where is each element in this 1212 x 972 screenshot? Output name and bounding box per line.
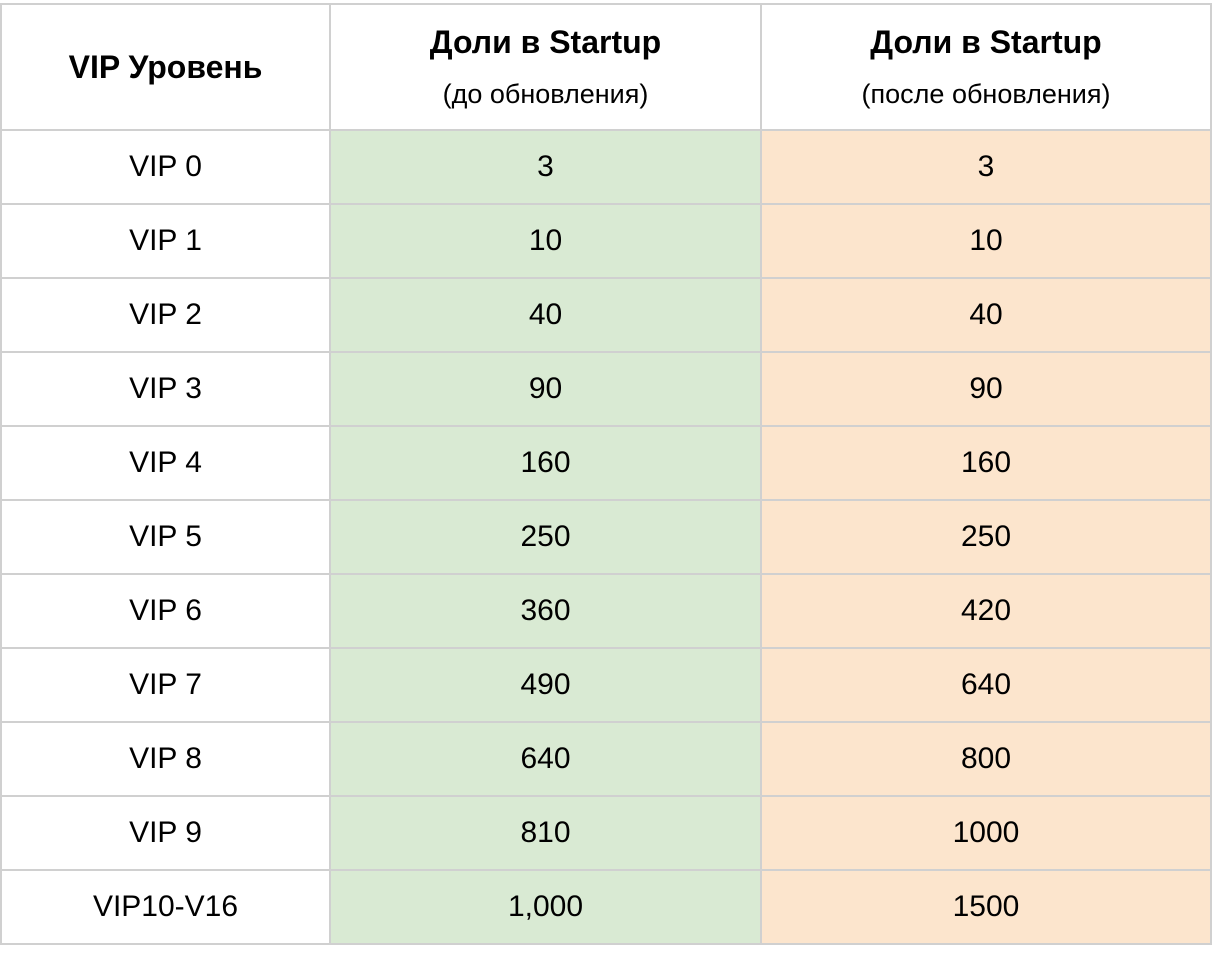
vip-level-cell: VIP 1 (0, 203, 331, 279)
vip-level-cell: VIP 2 (0, 277, 331, 353)
header-subtitle: (после обновления) (861, 79, 1111, 109)
table-row: VIP 8 640 800 (0, 721, 1212, 797)
share-cell: 160 (329, 425, 762, 501)
table-row: VIP 4 160 160 (0, 425, 1212, 501)
header-cell: Доли в Startup (после обновления) (760, 3, 1212, 131)
share-cell: 1,000 (329, 869, 762, 945)
share-cell: 160 (760, 425, 1212, 501)
table-row: VIP 6 360 420 (0, 573, 1212, 649)
header-title: Доли в Startup (870, 24, 1102, 60)
share-cell: 10 (760, 203, 1212, 279)
share-cell: 640 (760, 647, 1212, 723)
share-cell: 250 (760, 499, 1212, 575)
share-cell: 250 (329, 499, 762, 575)
header-title: Доли в Startup (429, 24, 662, 60)
vip-level-cell: VIP 7 (0, 647, 331, 723)
share-cell: 3 (329, 129, 762, 205)
table-row: VIP 3 90 90 (0, 351, 1212, 427)
share-cell: 40 (760, 277, 1212, 353)
share-cell: 360 (329, 573, 762, 649)
table-row: VIP 5 250 250 (0, 499, 1212, 575)
share-cell: 10 (329, 203, 762, 279)
table-row: VIP 1 10 10 (0, 203, 1212, 279)
table-row: VIP 7 490 640 (0, 647, 1212, 723)
vip-level-cell: VIP 6 (0, 573, 331, 649)
header-row: VIP Уровень Доли в Startup (до обновления)… (0, 3, 1212, 131)
vip-level-cell: VIP 3 (0, 351, 331, 427)
share-cell: 40 (329, 277, 762, 353)
share-cell: 90 (329, 351, 762, 427)
share-cell: 90 (760, 351, 1212, 427)
share-cell: 490 (329, 647, 762, 723)
share-cell: 1500 (760, 869, 1212, 945)
header-subtitle: (до обновления) (442, 79, 649, 109)
table-row: VIP10-V16 1,000 1500 (0, 869, 1212, 945)
vip-level-cell: VIP 9 (0, 795, 331, 871)
share-cell: 810 (329, 795, 762, 871)
table-row: VIP 2 40 40 (0, 277, 1212, 353)
vip-level-cell: VIP 0 (0, 129, 331, 205)
header-cell: Доли в Startup (до обновления) (329, 3, 762, 131)
vip-level-cell: VIP 5 (0, 499, 331, 575)
vip-level-cell: VIP 4 (0, 425, 331, 501)
share-cell: 800 (760, 721, 1212, 797)
header-cell: VIP Уровень (0, 3, 331, 131)
share-cell: 420 (760, 573, 1212, 649)
vip-level-cell: VIP10-V16 (0, 869, 331, 945)
table-row: VIP 9 810 1000 (0, 795, 1212, 871)
table-header: VIP Уровень Доли в Startup (до обновления)… (0, 3, 1212, 131)
share-cell: 640 (329, 721, 762, 797)
vip-level-cell: VIP 8 (0, 721, 331, 797)
header-title: VIP Уровень (68, 48, 263, 85)
vip-table: VIP Уровень Доли в Startup (до обновления)… (0, 3, 1212, 945)
share-cell: 3 (760, 129, 1212, 205)
share-cell: 1000 (760, 795, 1212, 871)
